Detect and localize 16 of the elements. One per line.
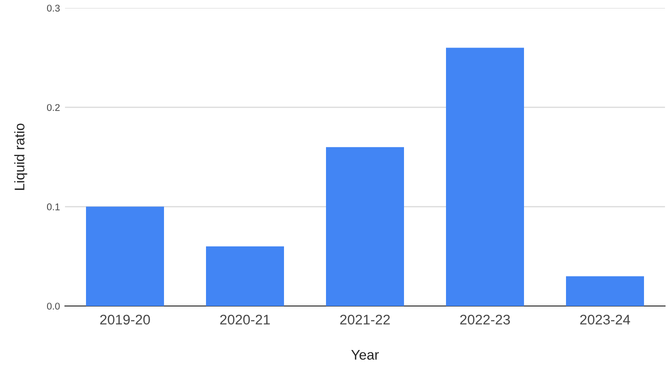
x-tick-label: 2023-24 [580, 314, 630, 325]
bar [206, 246, 284, 306]
bar [446, 48, 524, 306]
x-tick-label: 2019-20 [100, 314, 150, 325]
y-tick-label: 0.2 [47, 104, 60, 111]
y-axis-title: Liquid ratio [14, 124, 28, 190]
y-tick-label: 0.0 [47, 302, 60, 310]
y-tick-label: 0.1 [47, 203, 60, 210]
bar [326, 147, 404, 306]
x-axis-title: Year [351, 350, 379, 360]
bar [566, 276, 644, 306]
y-tick-label: 0.3 [47, 4, 60, 12]
x-tick-label: 2021-22 [340, 314, 390, 325]
bar [86, 206, 164, 306]
x-tick-label: 2020-21 [220, 314, 270, 325]
x-tick-label: 2022-23 [460, 314, 510, 325]
